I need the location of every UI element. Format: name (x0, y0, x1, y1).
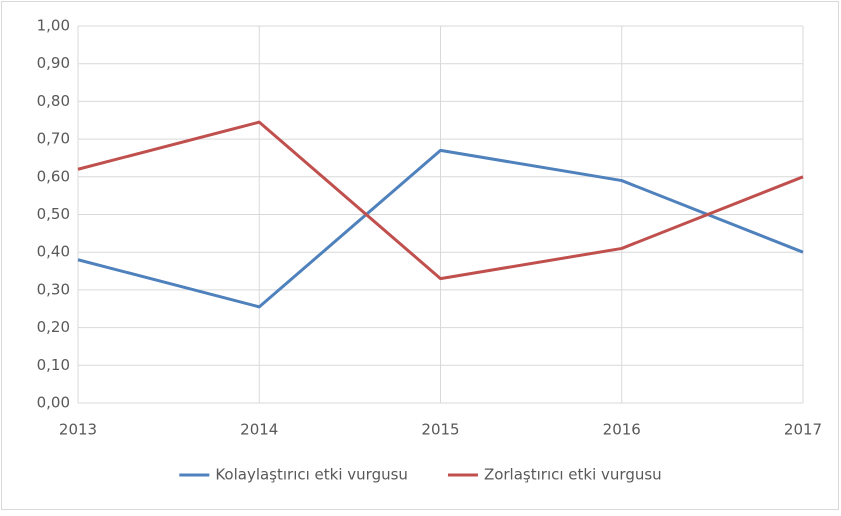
x-tick-label: 2013 (59, 421, 97, 439)
series-line (77, 148, 804, 309)
series-line (77, 120, 804, 281)
y-tick-label: 1,00 (37, 17, 70, 35)
y-tick-label: 0,40 (37, 243, 70, 261)
legend-label: Zorlaştırıcı etki vurgusu (484, 466, 662, 484)
y-tick-label: 0,00 (37, 394, 70, 412)
y-tick-label: 0,90 (37, 54, 70, 72)
y-tick-label: 0,20 (37, 318, 70, 336)
y-tick-label: 0,10 (37, 356, 70, 374)
x-tick-label: 2017 (784, 421, 822, 439)
x-tick-label: 2016 (603, 421, 641, 439)
y-tick-label: 0,70 (37, 130, 70, 148)
y-tick-label: 0,50 (37, 205, 70, 223)
y-tick-label: 0,80 (37, 92, 70, 110)
y-tick-label: 0,30 (37, 280, 70, 298)
x-tick-label: 2015 (421, 421, 459, 439)
y-tick-label: 0,60 (37, 167, 70, 185)
legend-label: Kolaylaştırıcı etki vurgusu (215, 466, 408, 484)
x-tick-label: 2014 (240, 421, 278, 439)
